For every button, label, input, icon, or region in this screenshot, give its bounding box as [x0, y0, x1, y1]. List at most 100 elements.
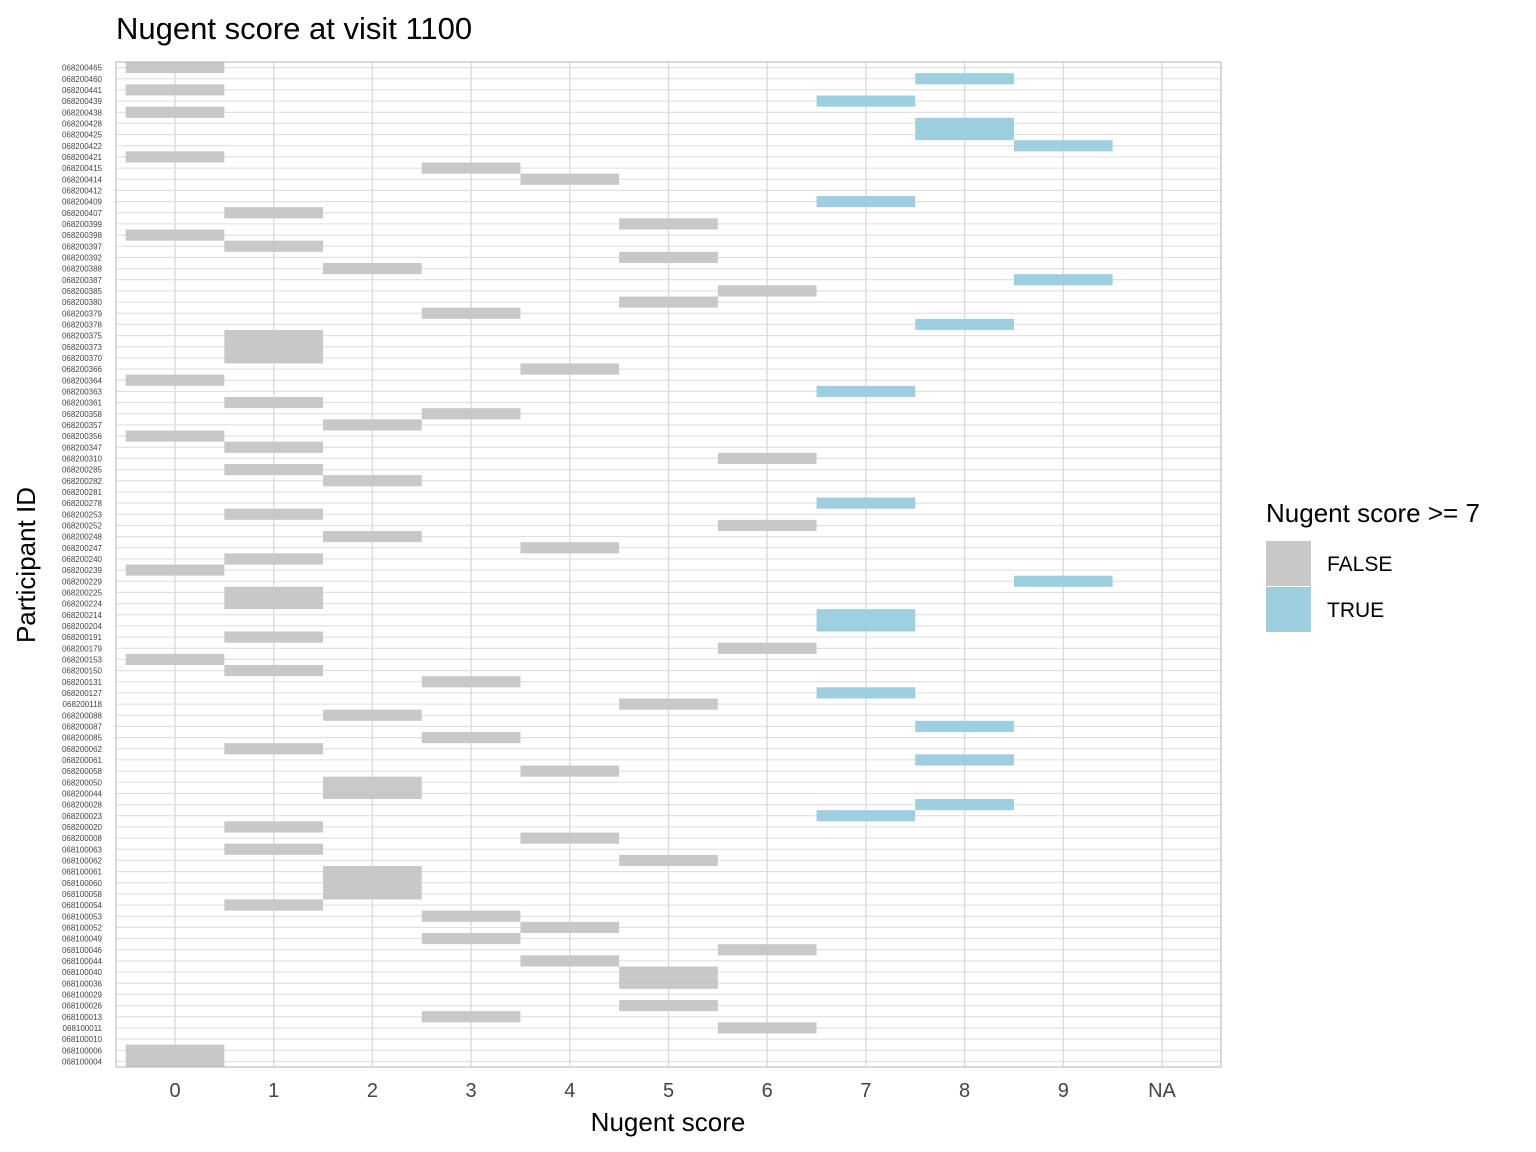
- y-tick-label: 068100013: [62, 1013, 103, 1022]
- y-tick-label: 068200179: [62, 644, 103, 653]
- legend-swatch-false: [1266, 541, 1311, 586]
- y-tick-label: 068200370: [62, 354, 103, 363]
- score-tile: [224, 207, 324, 219]
- score-tile: [323, 888, 422, 900]
- y-tick-label: 068100063: [62, 845, 103, 854]
- y-tick-label: 068200281: [62, 488, 103, 497]
- y-tick-label: 068200387: [62, 276, 103, 285]
- score-tile: [520, 542, 620, 554]
- x-tick-label: 5: [663, 1080, 674, 1102]
- score-tile: [125, 430, 225, 442]
- score-tile: [421, 307, 521, 319]
- y-tick-label: 068200380: [62, 298, 103, 307]
- y-tick-label: 068200422: [62, 142, 103, 151]
- y-tick-label: 068200441: [62, 86, 103, 95]
- y-tick-label: 068200465: [62, 64, 103, 73]
- y-tick-label: 068200366: [62, 365, 103, 374]
- score-tile: [619, 698, 718, 710]
- y-tick-label: 068200252: [62, 521, 103, 530]
- y-tick-label: 068200373: [62, 343, 103, 352]
- y-tick-label: 068200282: [62, 477, 103, 486]
- score-tile: [816, 196, 916, 208]
- x-tick-label: 9: [1058, 1080, 1069, 1102]
- y-tick-label: 068200087: [62, 722, 103, 731]
- score-tile: [520, 921, 620, 933]
- y-tick-label: 068200131: [62, 678, 103, 687]
- y-tick-label: 068200425: [62, 131, 103, 140]
- score-tile: [224, 330, 324, 342]
- y-tick-label: 068200439: [62, 97, 103, 106]
- score-tile: [224, 665, 324, 677]
- y-tick-label: 068200421: [62, 153, 103, 162]
- score-tile: [717, 452, 817, 464]
- y-tick-label: 068200118: [63, 700, 103, 709]
- score-tile: [619, 1000, 718, 1012]
- y-tick-label: 068200399: [62, 220, 103, 229]
- score-tile: [816, 810, 916, 822]
- y-tick-label: 068100029: [62, 990, 103, 999]
- y-tick-label: 068200364: [62, 376, 103, 385]
- score-tile: [224, 598, 324, 610]
- score-tile: [224, 352, 324, 364]
- score-tile: [816, 95, 916, 107]
- x-tick-label: 6: [762, 1080, 773, 1102]
- score-tile: [323, 419, 422, 431]
- score-tile: [816, 385, 916, 397]
- score-tile: [915, 720, 1014, 732]
- y-axis-title: Participant ID: [11, 487, 41, 643]
- y-tick-label: 068200253: [62, 510, 103, 519]
- x-tick-labels: 0 1 2 3 4 5 6 7 8 9 NA: [169, 1080, 1176, 1102]
- y-tick-label: 068200020: [62, 823, 103, 832]
- score-tile: [421, 1011, 521, 1023]
- x-axis-title: Nugent score: [591, 1107, 746, 1137]
- score-tile: [619, 296, 718, 308]
- y-tick-label: 068100058: [62, 890, 103, 899]
- score-tile: [619, 218, 718, 230]
- legend-label-false: FALSE: [1327, 553, 1392, 576]
- score-tile: [224, 397, 324, 409]
- x-tick-label: 2: [367, 1080, 378, 1102]
- score-tile: [520, 363, 620, 375]
- score-tile: [125, 564, 225, 576]
- score-tile: [323, 709, 422, 721]
- y-tick-label: 068200358: [62, 410, 103, 419]
- score-tile: [323, 866, 422, 878]
- y-tick-label: 068200388: [62, 265, 103, 274]
- y-tick-label: 068200247: [62, 544, 103, 553]
- score-tile: [224, 843, 324, 855]
- y-tick-label: 068100006: [62, 1046, 103, 1055]
- score-tile: [421, 676, 521, 688]
- y-tick-label: 068200310: [62, 454, 103, 463]
- y-tick-label: 068200438: [62, 108, 103, 117]
- score-tile: [224, 586, 324, 598]
- y-tick-label: 068100049: [62, 935, 103, 944]
- y-tick-label: 068100061: [62, 868, 103, 877]
- score-tile: [125, 62, 225, 74]
- legend-title: Nugent score >= 7: [1266, 498, 1480, 528]
- y-tick-label: 068200191: [62, 633, 103, 642]
- y-tick-label: 068200085: [62, 734, 103, 743]
- y-tick-label: 068200058: [62, 767, 103, 776]
- y-tick-label: 068200460: [62, 75, 103, 84]
- score-tile: [1013, 140, 1113, 152]
- x-tick-label: 8: [959, 1080, 970, 1102]
- score-tile: [323, 475, 422, 487]
- legend: Nugent score >= 7 FALSE TRUE: [1266, 498, 1480, 632]
- y-tick-label: 068100062: [62, 856, 103, 865]
- y-tick-label: 068200285: [62, 466, 103, 475]
- score-tile: [816, 620, 916, 632]
- y-tick-label: 068200061: [62, 756, 103, 765]
- score-tiles: [125, 62, 1113, 1067]
- y-tick-label: 068200240: [62, 555, 103, 564]
- y-tick-label: 068100044: [62, 957, 103, 966]
- y-tick-label: 068200028: [62, 801, 103, 810]
- y-tick-label: 068100053: [62, 912, 103, 921]
- score-tile: [224, 508, 324, 520]
- y-tick-label: 068200397: [62, 242, 103, 251]
- score-tile: [915, 129, 1014, 141]
- score-tile: [717, 285, 817, 297]
- score-tile: [224, 341, 324, 353]
- score-tile: [717, 642, 817, 654]
- y-tick-label: 068200153: [62, 655, 103, 664]
- score-tile: [816, 687, 916, 699]
